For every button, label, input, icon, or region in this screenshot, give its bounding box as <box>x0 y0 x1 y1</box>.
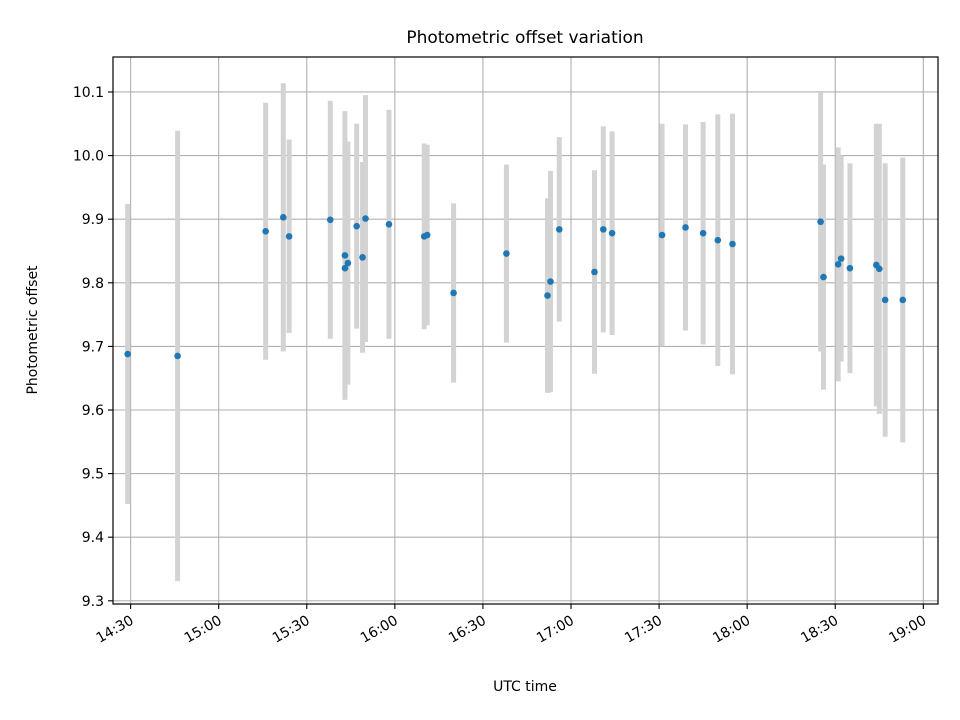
data-point <box>658 231 666 239</box>
plot-background <box>113 57 938 604</box>
data-point <box>600 226 607 233</box>
y-tick-label: 9.3 <box>82 594 104 610</box>
data-point <box>503 250 510 257</box>
y-tick-label: 9.4 <box>82 530 104 546</box>
data-point <box>326 216 334 224</box>
data-point <box>591 268 598 276</box>
data-point <box>344 259 352 267</box>
data-point <box>544 292 551 299</box>
data-point <box>423 231 431 239</box>
y-axis-label: Photometric offset <box>25 265 41 395</box>
y-tick-label: 9.6 <box>82 403 104 419</box>
x-axis-label: UTC time <box>493 679 557 695</box>
data-point <box>285 233 293 240</box>
data-point <box>699 229 707 237</box>
data-point <box>124 350 131 358</box>
data-point <box>608 229 616 237</box>
y-tick-label: 9.7 <box>82 339 104 355</box>
data-point <box>714 236 722 244</box>
y-tick-label: 10.1 <box>73 85 104 101</box>
plot-frame <box>112 56 939 605</box>
data-point <box>875 265 883 273</box>
data-point <box>837 255 845 262</box>
data-point <box>547 278 554 285</box>
data-point <box>359 254 366 261</box>
data-point <box>385 220 393 228</box>
y-tick-label: 9.8 <box>82 276 104 292</box>
grid <box>113 57 938 604</box>
data-point <box>846 264 854 272</box>
data-point <box>555 226 563 233</box>
data-point <box>881 296 889 304</box>
data-point <box>341 264 349 272</box>
data-point <box>450 289 457 297</box>
data-points <box>124 213 907 360</box>
y-tick-label: 9.9 <box>82 212 104 228</box>
data-point <box>817 218 824 226</box>
data-point <box>834 261 842 268</box>
data-point <box>820 273 827 281</box>
data-point <box>262 227 269 235</box>
chart-title: Photometric offset variation <box>406 28 643 48</box>
data-point <box>899 296 907 304</box>
data-point <box>729 240 736 248</box>
data-point <box>682 224 689 231</box>
y-tick-label: 10.0 <box>73 149 104 165</box>
y-tick-label: 9.5 <box>82 467 104 483</box>
data-point <box>353 222 360 230</box>
data-point <box>341 252 349 259</box>
data-point <box>174 352 181 360</box>
data-point <box>362 215 369 222</box>
data-point <box>279 213 287 221</box>
y-axis: 9.3 9.4 9.5 9.6 9.7 9.8 9.9 10.0 10.1 <box>73 85 113 610</box>
